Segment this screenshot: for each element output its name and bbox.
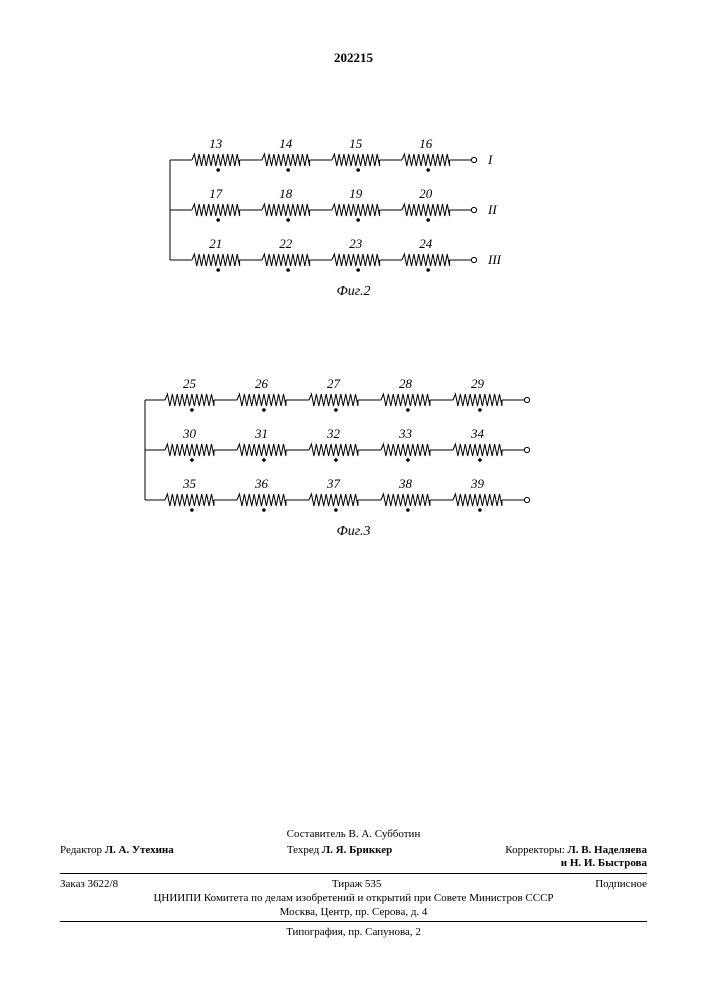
figure-3-caption: Фиг.3 — [0, 524, 707, 540]
footer-subscription: Подписное — [595, 878, 647, 892]
svg-text:32: 32 — [326, 426, 341, 441]
footer-tirazh: Тираж 535 — [332, 878, 382, 892]
footer: Составитель В. А. Субботин Редактор Л. А… — [60, 828, 647, 940]
svg-text:29: 29 — [471, 376, 485, 391]
svg-text:33: 33 — [398, 426, 413, 441]
svg-text:34: 34 — [470, 426, 485, 441]
svg-text:28: 28 — [399, 376, 413, 391]
footer-editor: Редактор Л. А. Утехина — [60, 844, 174, 872]
svg-text:31: 31 — [254, 426, 268, 441]
footer-compiler: Составитель В. А. Субботин — [60, 828, 647, 842]
svg-text:27: 27 — [327, 376, 341, 391]
footer-correctors: Корректоры: Л. В. Наделяева и Н. И. Быст… — [505, 844, 647, 872]
svg-text:25: 25 — [183, 376, 197, 391]
footer-rule-2 — [60, 921, 647, 922]
svg-text:26: 26 — [255, 376, 269, 391]
footer-typography: Типография, пр. Сапунова, 2 — [60, 926, 647, 940]
footer-order: Заказ 3622/8 — [60, 878, 118, 892]
footer-techred: Техред Л. Я. Бриккер — [287, 844, 392, 872]
figure-3: 25 26 27 28 29 30 31 32 33 34 35 36 37 38 39 Фиг.3 — [0, 0, 707, 600]
svg-text:37: 37 — [326, 476, 341, 491]
svg-text:39: 39 — [470, 476, 485, 491]
svg-text:30: 30 — [182, 426, 197, 441]
svg-text:36: 36 — [254, 476, 269, 491]
footer-org: ЦНИИПИ Комитета по делам изобретений и о… — [60, 892, 647, 906]
footer-address: Москва, Центр, пр. Серова, д. 4 — [60, 906, 647, 920]
svg-text:35: 35 — [182, 476, 197, 491]
svg-text:38: 38 — [398, 476, 413, 491]
footer-rule-1 — [60, 873, 647, 874]
